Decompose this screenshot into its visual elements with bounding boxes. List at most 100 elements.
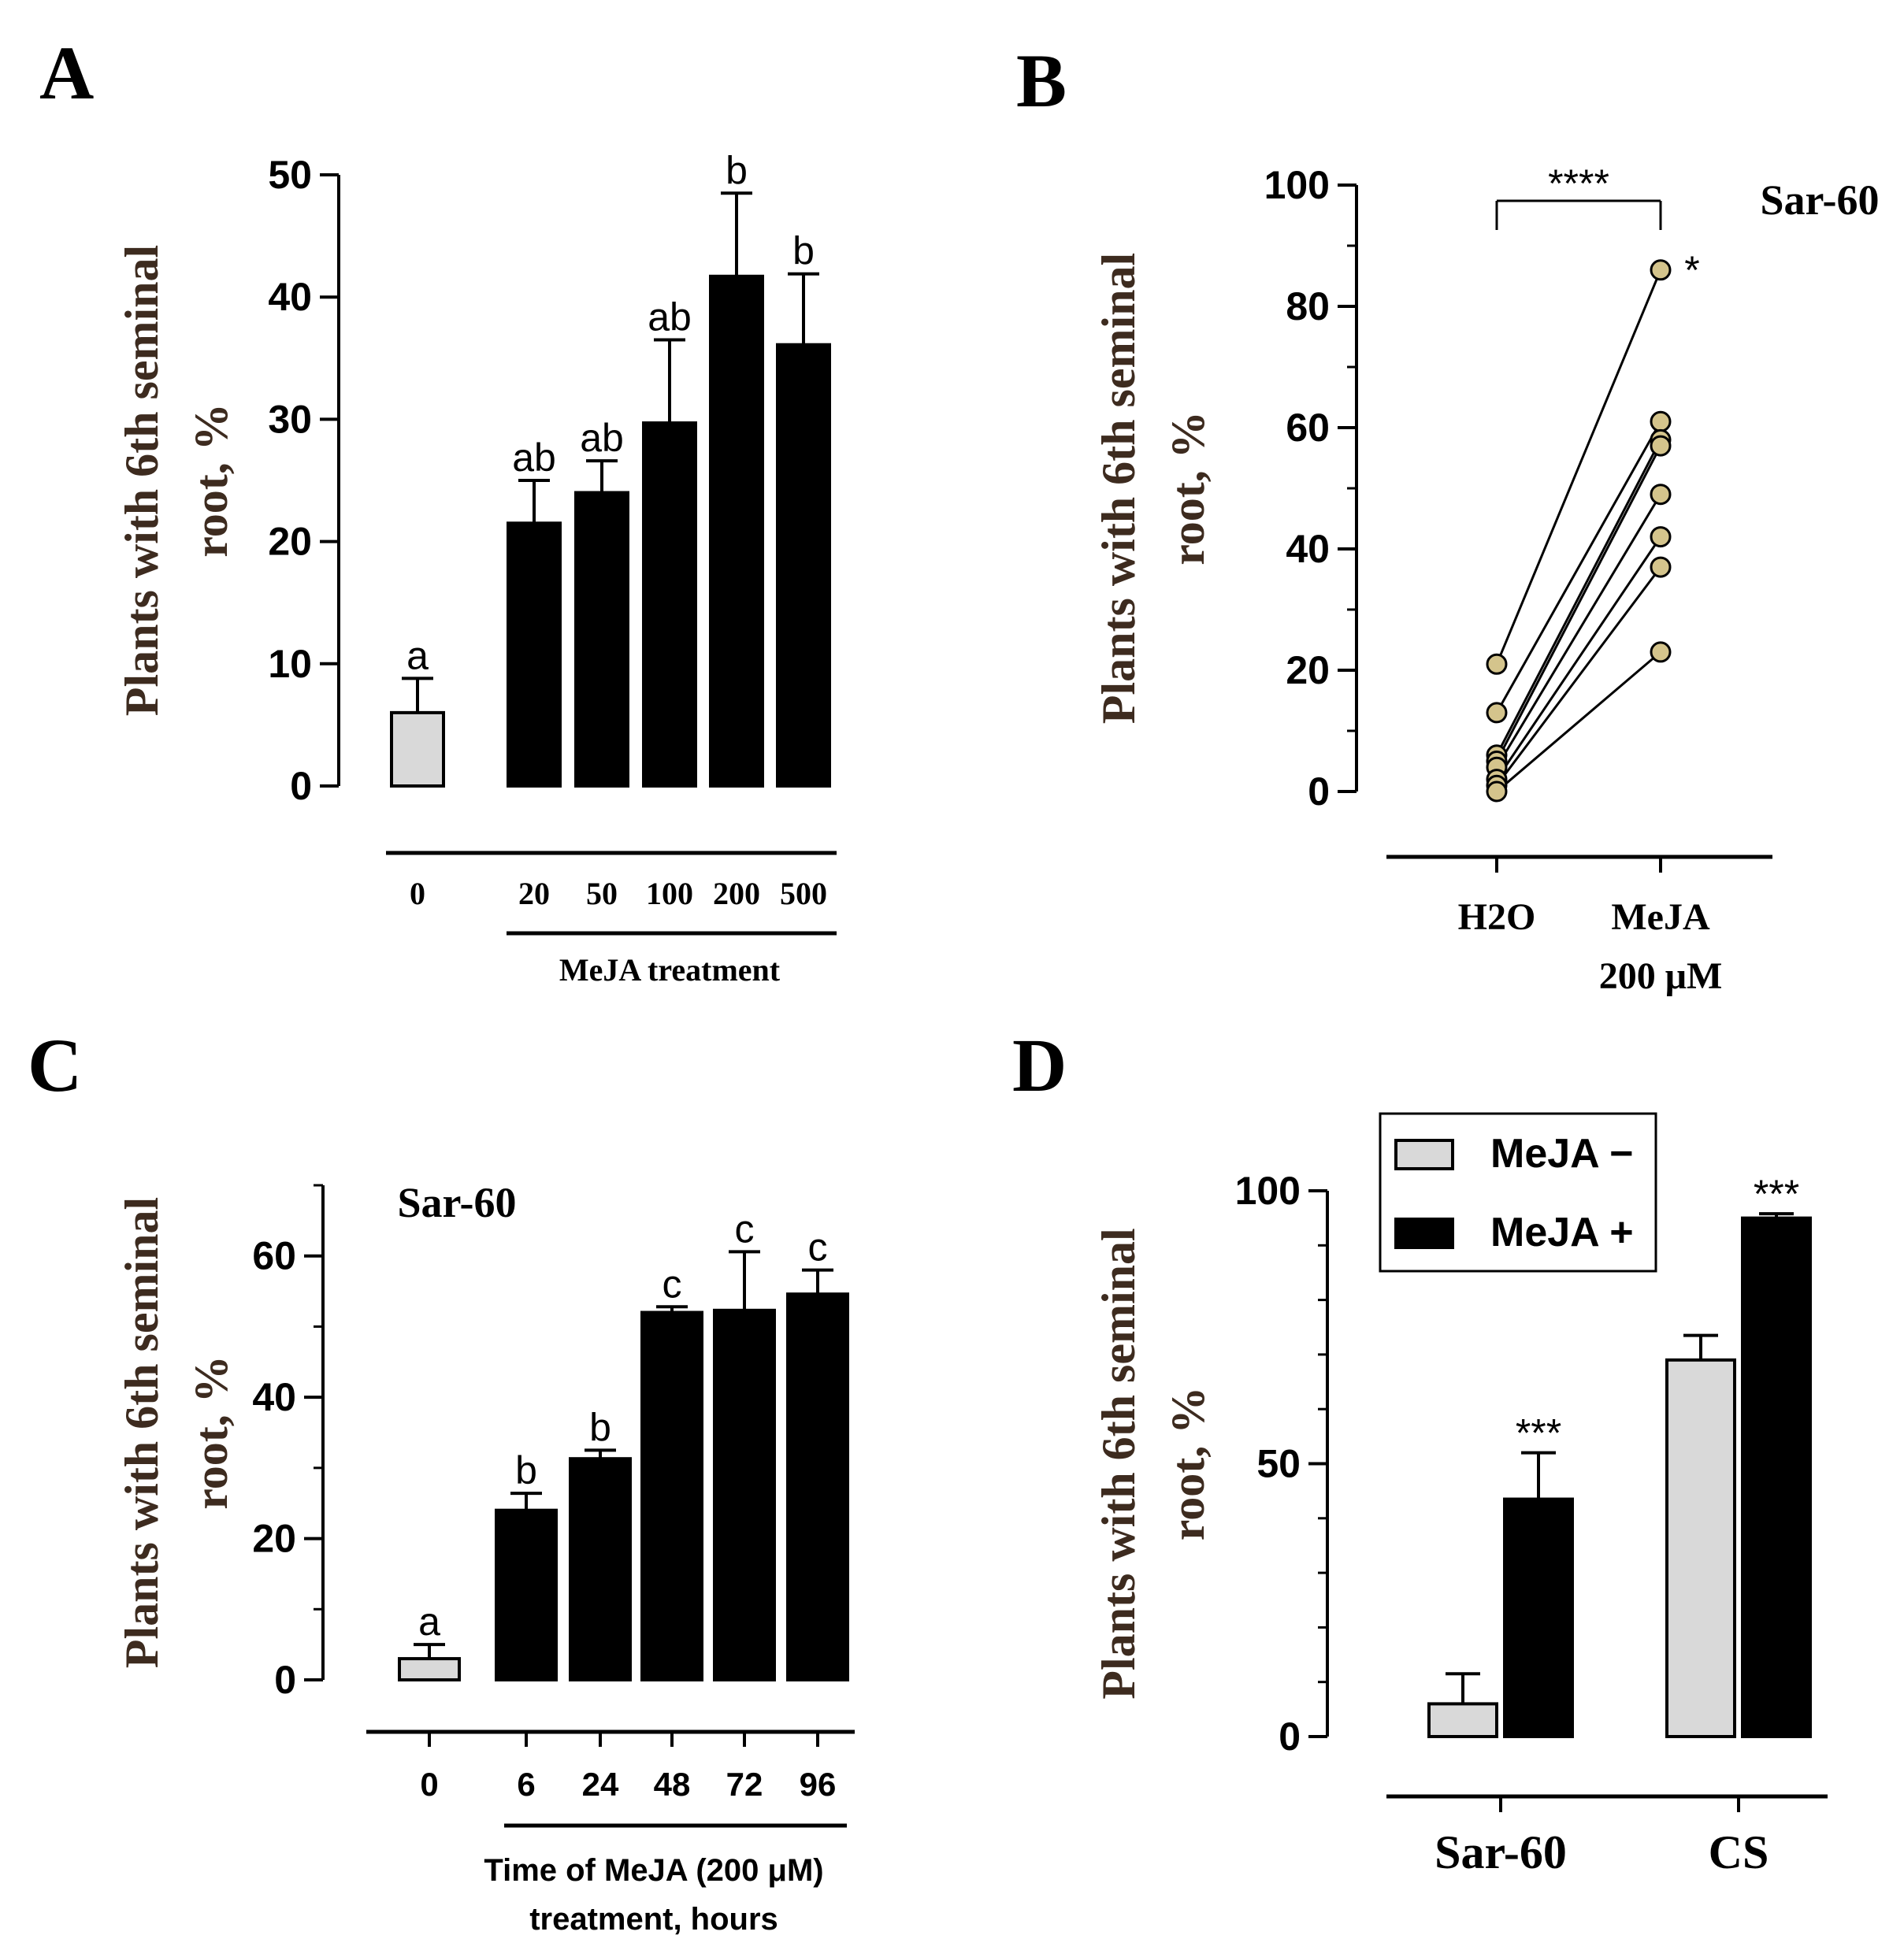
significance-letter: ab — [648, 295, 692, 339]
bar — [574, 491, 629, 788]
y-tick-label: 0 — [274, 1658, 296, 1702]
panel-a-chart: 0 10 20 30 40 50 Plants with 6th seminal root, … — [116, 148, 837, 988]
panel-b-chart: 0 20 40 60 80 100 Plants with 6th seminal root,… — [1093, 161, 1879, 997]
group-label: MeJA treatment — [559, 952, 781, 988]
y-tick-label: 40 — [1286, 527, 1330, 571]
panel-c-chart: 0 20 40 60 Plants with 6th seminal root, % a 0 b… — [116, 1179, 855, 1937]
y-axis-label-line2: root, % — [1162, 1387, 1214, 1541]
paired-line — [1495, 269, 1662, 665]
point-annotation: * — [1684, 248, 1699, 292]
data-point-meja — [1650, 526, 1672, 548]
legend-swatch — [1394, 1139, 1454, 1170]
paired-line — [1495, 536, 1662, 780]
y-tick-label: 30 — [268, 397, 312, 441]
bar — [1427, 1702, 1498, 1738]
significance-stars: **** — [1548, 161, 1609, 206]
significance-letter: b — [515, 1448, 537, 1492]
data-point-meja — [1650, 641, 1672, 663]
y-axis-label-line2: root, % — [185, 1355, 237, 1510]
data-point-meja — [1650, 556, 1672, 578]
y-axis-label-line2: root, % — [1162, 411, 1214, 565]
legend-label: MeJA − — [1490, 1131, 1634, 1177]
y-tick-label: 10 — [268, 642, 312, 686]
y-tick-label: 0 — [1279, 1715, 1301, 1759]
panel-letter-b: B — [1016, 39, 1067, 123]
significance-letter: b — [792, 229, 815, 273]
data-point-meja — [1650, 410, 1672, 432]
significance-stars: *** — [1754, 1172, 1799, 1216]
data-point-h2o — [1486, 702, 1508, 724]
y-tick-label: 20 — [252, 1517, 296, 1561]
y-tick-label: 80 — [1286, 284, 1330, 328]
x-tick-label: 100 — [646, 876, 693, 911]
significance-letter: c — [663, 1262, 682, 1306]
x-tick-label: Sar-60 — [1434, 1826, 1567, 1878]
subtitle: Sar-60 — [398, 1179, 517, 1226]
data-point-meja — [1650, 484, 1672, 506]
y-axis-label-line1: Plants with 6th seminal — [116, 1197, 168, 1668]
y-tick-label: 50 — [268, 153, 312, 197]
x-tick-label: 0 — [420, 1766, 438, 1803]
y-tick-label: 60 — [252, 1234, 296, 1278]
paired-line — [1495, 493, 1662, 768]
x-tick-label: 20 — [518, 876, 550, 911]
data-point-h2o — [1486, 780, 1508, 803]
paired-line — [1495, 566, 1662, 787]
bar — [507, 521, 562, 788]
x-tick-label: 72 — [726, 1766, 763, 1803]
y-tick-label: 0 — [290, 764, 312, 808]
bar — [1665, 1358, 1736, 1738]
y-tick-label: 50 — [1256, 1442, 1301, 1486]
y-tick-label: 60 — [1286, 406, 1330, 450]
x-tick-label: CS — [1709, 1826, 1769, 1878]
bar — [709, 274, 764, 788]
data-point-meja — [1650, 435, 1672, 457]
bar — [1741, 1216, 1812, 1738]
paired-line — [1496, 651, 1661, 793]
y-tick-label: 40 — [268, 275, 312, 319]
y-axis-label-line1: Plants with 6th seminal — [1093, 253, 1145, 724]
bar — [495, 1508, 558, 1681]
bar — [640, 1311, 703, 1681]
panel-letter-a: A — [39, 31, 94, 115]
x-tick-label: 24 — [582, 1766, 619, 1803]
y-axis-label-line2: root, % — [185, 403, 237, 558]
bar — [398, 1657, 461, 1681]
significance-letter: b — [726, 148, 748, 192]
group-label-line2: treatment, hours — [529, 1902, 778, 1937]
x-tick-sublabel: 200 μM — [1599, 955, 1723, 997]
bar — [390, 710, 445, 788]
x-tick-label: 0 — [410, 876, 425, 911]
significance-stars: *** — [1516, 1411, 1561, 1455]
y-tick-label: 100 — [1235, 1169, 1301, 1213]
x-tick-label: MeJA — [1611, 896, 1710, 938]
x-tick-label: 96 — [800, 1766, 837, 1803]
significance-letter: b — [589, 1405, 611, 1449]
legend-label: MeJA + — [1490, 1210, 1634, 1255]
significance-letter: a — [418, 1600, 440, 1644]
panel-letter-c: C — [28, 1023, 82, 1107]
y-tick-label: 20 — [1286, 648, 1330, 692]
significance-letter: c — [808, 1225, 828, 1270]
y-tick-label: 40 — [252, 1375, 296, 1419]
bar — [1503, 1497, 1574, 1739]
subtitle: Sar-60 — [1761, 176, 1880, 224]
data-point-meja — [1650, 259, 1672, 281]
x-tick-label: 200 — [713, 876, 760, 911]
panel-letter-d: D — [1012, 1023, 1067, 1107]
x-tick-label: 48 — [654, 1766, 691, 1803]
data-point-h2o — [1486, 653, 1508, 675]
significance-letter: c — [735, 1207, 755, 1251]
bar — [786, 1292, 849, 1682]
bar — [776, 343, 831, 788]
paired-line — [1495, 421, 1662, 714]
paired-line — [1495, 439, 1662, 756]
bar — [642, 421, 697, 788]
y-axis-label-line1: Plants with 6th seminal — [1093, 1228, 1145, 1699]
x-tick-label: 50 — [586, 876, 618, 911]
x-tick-label: 500 — [780, 876, 827, 911]
significance-letter: ab — [512, 436, 556, 480]
bar — [713, 1308, 776, 1682]
significance-letter: a — [406, 633, 429, 677]
